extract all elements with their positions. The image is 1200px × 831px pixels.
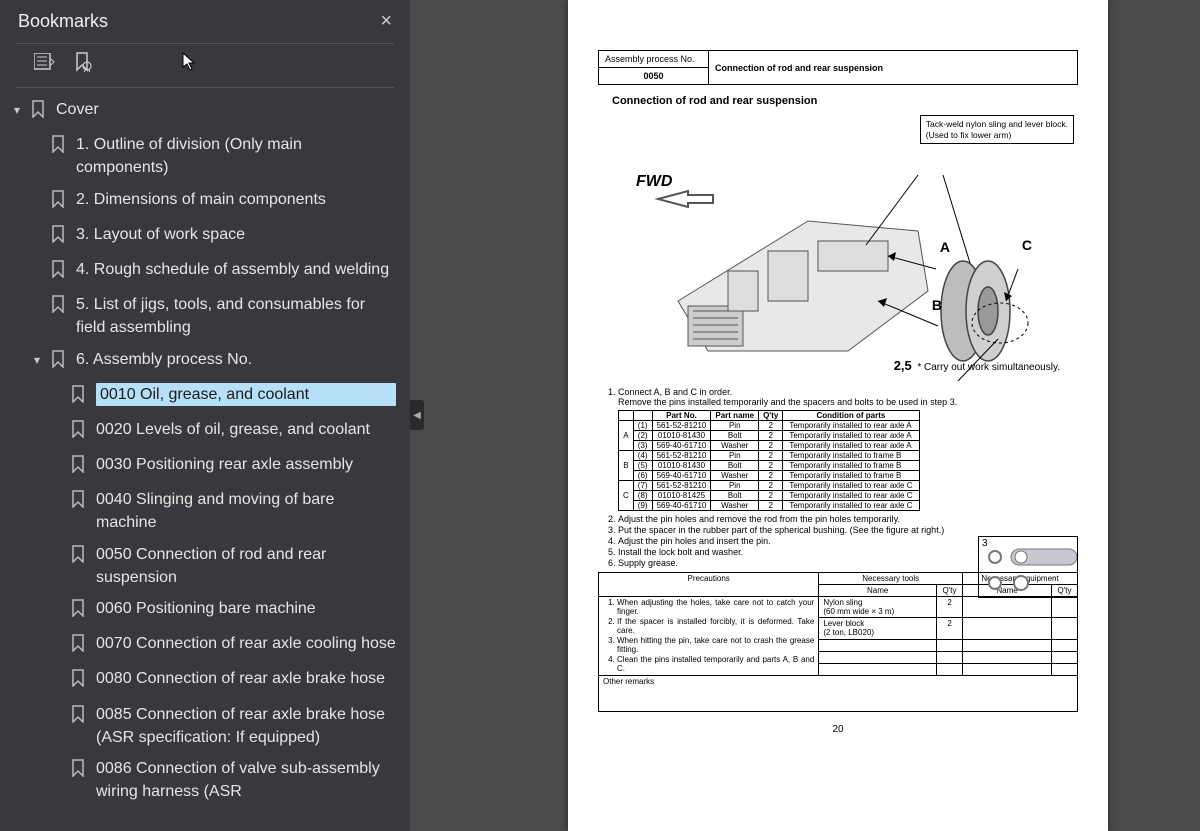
bookmark-item[interactable]: 4. Rough schedule of assembly and weldin… — [10, 254, 402, 289]
bookmark-item[interactable]: 0086 Connection of valve sub-assembly wi… — [10, 753, 402, 807]
diagram-label-c: C — [1022, 237, 1032, 253]
bookmark-item[interactable]: 5. List of jigs, tools, and consumables … — [10, 289, 402, 343]
precautions-list: When adjusting the holes, take care not … — [603, 598, 814, 673]
bookmarks-header: Bookmarks × — [0, 0, 410, 39]
bookmark-icon — [70, 490, 88, 515]
bookmark-icon — [70, 759, 88, 784]
col-qty: Q'ty — [937, 585, 963, 597]
bookmark-icon — [70, 599, 88, 624]
parts-table: Part No.Part nameQ'tyCondition of parts … — [618, 410, 920, 511]
bookmark-cover[interactable]: ▾ Cover — [10, 94, 402, 129]
bookmark-icon — [70, 420, 88, 445]
bookmark-label: 0010 Oil, grease, and coolant — [96, 383, 396, 406]
bookmark-label: 0040 Slinging and moving of bare machine — [96, 488, 396, 534]
page-number: 20 — [598, 724, 1078, 735]
inset-label: 3 — [982, 538, 988, 549]
bookmark-label: 0080 Connection of rear axle brake hose — [96, 667, 396, 690]
bookmark-icon — [70, 669, 88, 694]
bookmark-label: 3. Layout of work space — [76, 223, 396, 246]
step-item: Adjust the pin holes and remove the rod … — [618, 514, 1078, 524]
bookmark-icon — [50, 190, 68, 215]
diagram-label-b: B — [932, 297, 942, 313]
diagram-callout: Tack-weld nylon sling and lever block. (… — [920, 115, 1074, 144]
bookmark-label: 2. Dimensions of main components — [76, 188, 396, 211]
bookmark-icon — [70, 455, 88, 480]
bookmark-icon — [50, 350, 68, 375]
close-icon[interactable]: × — [380, 10, 392, 33]
bookmark-item[interactable]: 0030 Positioning rear axle assembly — [10, 449, 402, 484]
bookmark-icon — [50, 295, 68, 320]
bookmark-label: 4. Rough schedule of assembly and weldin… — [76, 258, 396, 281]
precaution-item: If the spacer is installed forcibly, it … — [617, 617, 814, 635]
tool-name: Lever block (2 ton, LB020) — [819, 618, 937, 639]
bookmark-label: 6. Assembly process No. — [76, 348, 396, 371]
bookmark-icon — [50, 135, 68, 160]
bookmarks-panel: Bookmarks × ▾ Cover 1. Outline of divisi… — [0, 0, 410, 831]
bookmark-label: 0086 Connection of valve sub-assembly wi… — [96, 757, 396, 803]
bookmark-label: 0030 Positioning rear axle assembly — [96, 453, 396, 476]
tool-name: Nylon sling (60 mm wide × 3 m) — [819, 597, 937, 618]
inset-figure: 3 — [978, 536, 1078, 598]
bookmark-label: Cover — [56, 98, 396, 121]
chevron-down-icon[interactable]: ▾ — [14, 102, 30, 119]
document-page: Assembly process No. Connection of rod a… — [568, 0, 1108, 831]
bookmark-icon — [70, 385, 88, 410]
diagram-label-a: A — [940, 239, 950, 255]
bookmark-item[interactable]: 0060 Positioning bare machine — [10, 593, 402, 628]
process-no-value: 0050 — [599, 68, 709, 85]
bookmark-item[interactable]: 0070 Connection of rear axle cooling hos… — [10, 628, 402, 663]
bookmark-icon — [50, 225, 68, 250]
bookmark-item[interactable]: 0040 Slinging and moving of bare machine — [10, 484, 402, 538]
bookmark-item[interactable]: 3. Layout of work space — [10, 219, 402, 254]
bookmarks-title: Bookmarks — [18, 11, 108, 32]
bookmark-label: 0085 Connection of rear axle brake hose … — [96, 703, 396, 749]
assembly-diagram: Tack-weld nylon sling and lever block. (… — [598, 111, 1078, 381]
outline-view-icon[interactable] — [34, 53, 56, 76]
bookmark-item[interactable]: 0050 Connection of rod and rear suspensi… — [10, 539, 402, 593]
process-no-label: Assembly process No. — [605, 54, 695, 64]
tool-qty: 2 — [937, 618, 963, 639]
bookmark-item[interactable]: 1. Outline of division (Only main compon… — [10, 129, 402, 183]
machine-illustration — [618, 151, 1058, 381]
steps-list: Connect A, B and C in order. Remove the … — [618, 387, 1078, 407]
bookmark-icon — [70, 705, 88, 730]
section-subtitle: Connection of rod and rear suspension — [612, 95, 1078, 107]
tools-header: Necessary tools — [819, 573, 963, 585]
other-remarks: Other remarks — [599, 676, 1078, 712]
bookmark-item[interactable]: 2. Dimensions of main components — [10, 184, 402, 219]
bookmark-label: 0060 Positioning bare machine — [96, 597, 396, 620]
bookmark-icon — [70, 634, 88, 659]
diagram-note: 2,5 * Carry out work simultaneously. — [894, 358, 1060, 373]
bookmark-item[interactable]: 0085 Connection of rear axle brake hose … — [10, 699, 402, 753]
bookmark-label: 5. List of jigs, tools, and consumables … — [76, 293, 396, 339]
bookmark-label: 0050 Connection of rod and rear suspensi… — [96, 543, 396, 589]
step-item: Connect A, B and C in order. Remove the … — [618, 387, 1078, 407]
bookmarks-tree[interactable]: ▾ Cover 1. Outline of division (Only mai… — [0, 88, 410, 831]
header-table: Assembly process No. Connection of rod a… — [598, 50, 1078, 85]
bookmark-label: 0020 Levels of oil, grease, and coolant — [96, 418, 396, 441]
step-item: Put the spacer in the rubber part of the… — [618, 525, 1078, 535]
bookmark-icon — [70, 545, 88, 570]
bookmark-assembly-process[interactable]: ▾ 6. Assembly process No. — [10, 344, 402, 379]
bookmark-icon — [30, 100, 48, 125]
precaution-item: Clean the pins installed temporarily and… — [617, 655, 814, 673]
bookmark-label: 1. Outline of division (Only main compon… — [76, 133, 396, 179]
col-name: Name — [819, 585, 937, 597]
precautions-header: Precautions — [599, 573, 819, 597]
bookmarks-toolbar — [16, 44, 394, 88]
chevron-down-icon[interactable]: ▾ — [34, 352, 50, 369]
document-viewport[interactable]: Assembly process No. Connection of rod a… — [410, 0, 1200, 831]
tool-qty: 2 — [937, 597, 963, 618]
precaution-item: When adjusting the holes, take care not … — [617, 598, 814, 616]
bookmark-item[interactable]: 0020 Levels of oil, grease, and coolant — [10, 414, 402, 449]
bookmark-item[interactable]: 0080 Connection of rear axle brake hose — [10, 663, 402, 698]
precaution-item: When hitting the pin, take care not to c… — [617, 636, 814, 654]
bookmark-ribbon-icon[interactable] — [74, 52, 92, 77]
process-title: Connection of rod and rear suspension — [709, 51, 1078, 85]
collapse-sidebar-icon[interactable]: ◀ — [410, 400, 424, 430]
bookmark-label: 0070 Connection of rear axle cooling hos… — [96, 632, 396, 655]
bookmark-icon — [50, 260, 68, 285]
bookmark-item-selected[interactable]: 0010 Oil, grease, and coolant — [10, 379, 402, 414]
